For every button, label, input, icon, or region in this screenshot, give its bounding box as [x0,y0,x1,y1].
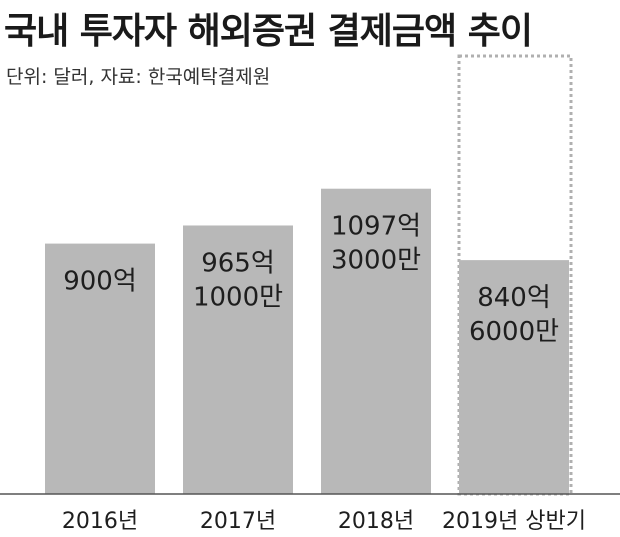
bar-value-label: 1097억 [331,212,421,242]
bar-value-label: 840억 [477,283,551,313]
bar-value-label: 1000만 [193,282,283,312]
bar-2019년 상반기 [459,260,569,494]
bar-2016년 [45,243,155,494]
bar-value-label: 900억 [63,267,137,297]
bar-value-label: 3000만 [331,246,421,276]
source-note: 단위: 달러, 자료: 한국예탁결제원 [6,66,271,88]
x-tick-label: 2019년 상반기 [442,509,586,534]
x-tick-label: 2016년 [62,509,138,534]
bar-value-label: 965억 [201,248,275,278]
x-tick-label: 2018년 [338,509,414,534]
bar-2017년 [183,225,293,495]
chart-title: 국내 투자자 해외증권 결제금액 추이 [4,11,533,52]
bar-2018년 [321,188,431,494]
bar-value-label: 6000만 [469,317,559,347]
x-tick-label: 2017년 [200,509,276,534]
